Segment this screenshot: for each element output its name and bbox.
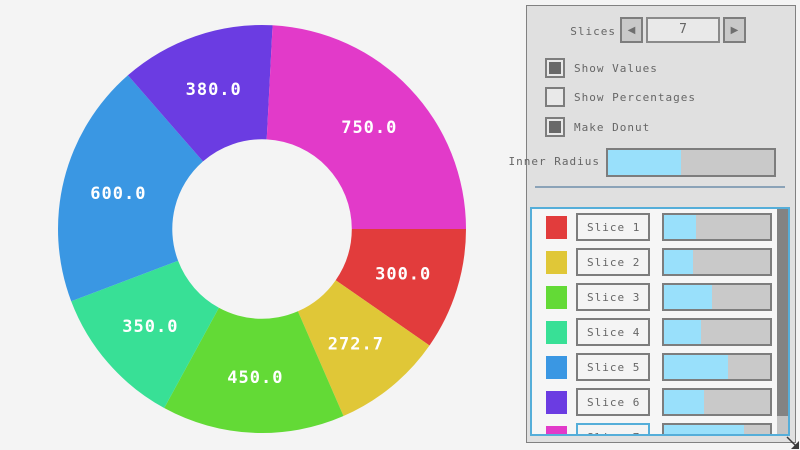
slice-color-swatch-3[interactable]: [546, 286, 567, 309]
checkbox-show-percentages[interactable]: [545, 87, 565, 107]
slice-row-1: [532, 213, 788, 241]
slice-name-input-7[interactable]: [576, 423, 650, 434]
slice-value-slider-fill: [664, 390, 705, 414]
slice-value-slider-fill: [664, 285, 712, 309]
slice-value-slider-1[interactable]: [662, 213, 772, 241]
slice-color-swatch-7[interactable]: [546, 426, 567, 434]
slices-increment-button[interactable]: ▶: [723, 17, 746, 43]
slice-row-2: [532, 248, 788, 276]
control-panel: Slices ◀ 7 ▶ Show Values Show Percentages…: [509, 5, 796, 443]
resize-grip-icon: [786, 436, 799, 449]
slice-value-slider-6[interactable]: [662, 388, 772, 416]
slice-value-slider-fill: [664, 425, 744, 434]
pie-slice-1: [335, 229, 466, 346]
scrollbar[interactable]: [777, 209, 788, 434]
slice-row-6: [532, 388, 788, 416]
slice-name-input-2[interactable]: [576, 248, 650, 276]
inner-radius-label: Inner Radius: [508, 155, 600, 168]
checkbox-show-values[interactable]: [545, 58, 565, 78]
right-arrow-icon: ▶: [730, 24, 739, 36]
slice-name-input-3[interactable]: [576, 283, 650, 311]
slices-decrement-button[interactable]: ◀: [620, 17, 643, 43]
checkbox-label: Show Values: [574, 61, 658, 75]
slice-value-slider-4[interactable]: [662, 318, 772, 346]
slice-value-slider-5[interactable]: [662, 353, 772, 381]
inner-radius-slider-fill: [608, 150, 682, 175]
checkbox-check-mark: [549, 62, 561, 74]
separator-line: [535, 186, 785, 188]
pie-slice-2: [297, 280, 430, 416]
slice-value-slider-fill: [664, 250, 693, 274]
inner-radius-slider[interactable]: [606, 148, 776, 177]
slice-list: [530, 207, 790, 436]
slice-value-slider-fill: [664, 320, 702, 344]
slice-value-label-4: 350.0: [122, 317, 178, 337]
slices-label: Slices: [570, 25, 616, 38]
slice-value-label-5: 600.0: [90, 184, 146, 204]
checkbox-label: Make Donut: [574, 120, 651, 134]
slice-value-slider-3[interactable]: [662, 283, 772, 311]
slice-value-slider-fill: [664, 355, 728, 379]
slice-name-input-4[interactable]: [576, 318, 650, 346]
slice-value-label-7: 750.0: [341, 118, 397, 138]
left-arrow-icon: ◀: [627, 24, 636, 36]
donut-chart: 300.0 272.7 450.0 350.0 600.0 380.0 750.0: [58, 25, 466, 433]
pie-slice-3: [164, 307, 344, 433]
slices-count-field[interactable]: 7: [646, 17, 720, 43]
slice-value-slider-7[interactable]: [662, 423, 772, 434]
slice-color-swatch-4[interactable]: [546, 321, 567, 344]
slice-value-label-6: 380.0: [186, 80, 242, 100]
checkbox-row-2: Make Donut: [545, 117, 650, 137]
slice-row-3: [532, 283, 788, 311]
slice-value-label-2: 272.7: [328, 334, 384, 354]
slice-row-5: [532, 353, 788, 381]
pie-slice-5: [58, 75, 204, 302]
slice-value-slider-fill: [664, 215, 696, 239]
pie-slice-7: [266, 25, 466, 229]
checkbox-row-1: Show Percentages: [545, 87, 696, 107]
slice-row-4: [532, 318, 788, 346]
slice-color-swatch-5[interactable]: [546, 356, 567, 379]
slice-value-slider-2[interactable]: [662, 248, 772, 276]
slice-value-label-3: 450.0: [227, 368, 283, 388]
slice-value-label-1: 300.0: [375, 264, 431, 284]
scrollbar-thumb[interactable]: [777, 209, 788, 416]
slice-color-swatch-6[interactable]: [546, 391, 567, 414]
slice-name-input-6[interactable]: [576, 388, 650, 416]
slice-row-7: [532, 423, 788, 434]
pie-slice-6: [127, 25, 273, 162]
slice-name-input-1[interactable]: [576, 213, 650, 241]
checkbox-make-donut[interactable]: [545, 117, 565, 137]
checkbox-check-mark: [549, 121, 561, 133]
slice-name-input-5[interactable]: [576, 353, 650, 381]
pie-slice-4: [71, 260, 219, 408]
checkbox-label: Show Percentages: [574, 90, 696, 104]
slice-color-swatch-2[interactable]: [546, 251, 567, 274]
slice-color-swatch-1[interactable]: [546, 216, 567, 239]
checkbox-row-0: Show Values: [545, 58, 658, 78]
